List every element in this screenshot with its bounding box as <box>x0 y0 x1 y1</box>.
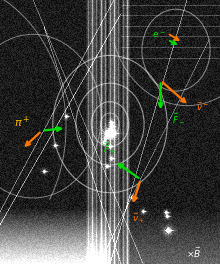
Text: $\vec{F}_+$: $\vec{F}_+$ <box>103 140 117 156</box>
Text: $\vec{v}^-$: $\vec{v}^-$ <box>196 101 209 113</box>
Text: $e^-$: $e^-$ <box>152 31 165 40</box>
Text: $\vec{v}_+$: $\vec{v}_+$ <box>132 211 145 225</box>
Text: $\pi^+$: $\pi^+$ <box>14 115 30 130</box>
Text: $\times\vec{B}$: $\times\vec{B}$ <box>186 246 201 260</box>
Text: $\vec{F}_-$: $\vec{F}_-$ <box>172 111 185 124</box>
